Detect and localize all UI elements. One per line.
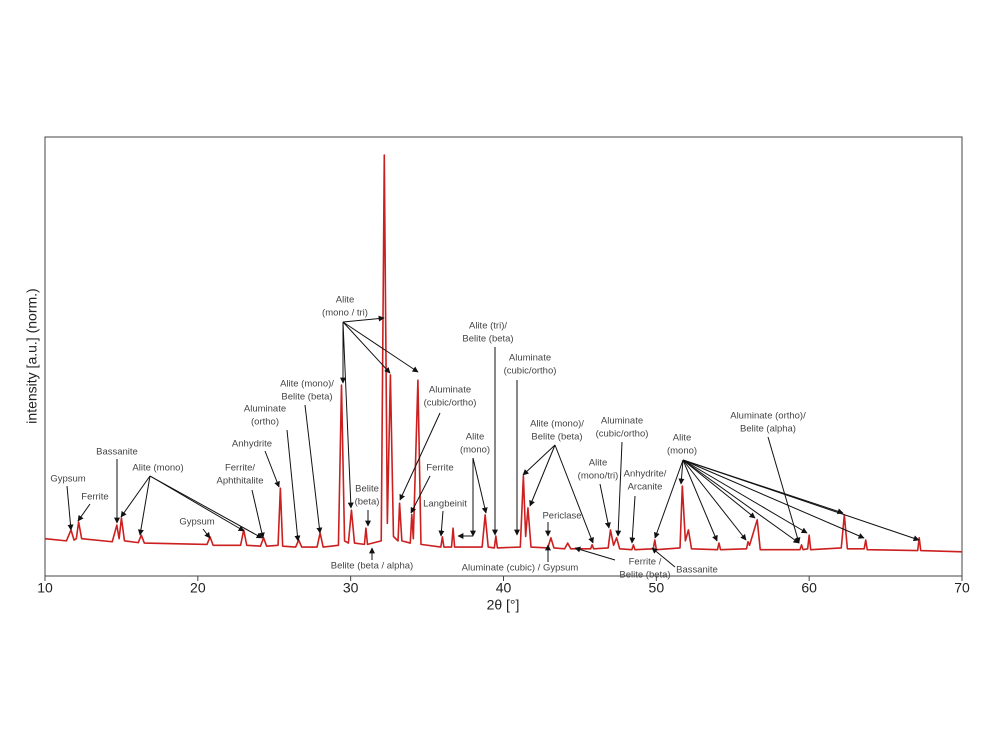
annotation-label: (mono) <box>460 445 490 456</box>
annotation-arrow <box>66 485 74 531</box>
annotation-arrow <box>149 475 263 539</box>
annotation-arrow <box>264 450 280 488</box>
annotation-arrow <box>678 459 685 485</box>
annotation-label: (beta) <box>355 497 380 508</box>
annotation-arrow <box>251 489 265 539</box>
annotation-label: Aphthitalite <box>216 476 263 487</box>
annotation-label: Alite (tri)/ <box>469 321 507 332</box>
annotation-label: Periclase <box>542 511 581 522</box>
annotation-arrow <box>77 503 91 522</box>
annotation-label: (mono) <box>667 446 697 457</box>
annotation-arrow <box>682 459 756 519</box>
x-axis-label: 2θ [°] <box>487 597 520 613</box>
annotation-label: Alite <box>673 433 691 444</box>
annotation-label: Langbeinit <box>423 499 467 510</box>
annotation-label: Aluminate <box>429 385 471 396</box>
annotation-arrow <box>574 546 616 561</box>
annotation-label: Belite (alpha) <box>740 424 796 435</box>
annotation-label: Belite (beta / alpha) <box>331 561 413 572</box>
annotation-label: Anhydrite/ <box>624 469 667 480</box>
annotation-label: Alite <box>336 295 354 306</box>
annotation-label: Ferrite <box>81 492 108 503</box>
plot-frame <box>44 136 963 577</box>
x-tick-label: 70 <box>954 580 970 596</box>
annotation-label: (ortho) <box>251 417 279 428</box>
annotation-label: Ferrite <box>426 463 453 474</box>
annotation-label: Belite (beta) <box>619 570 670 581</box>
annotation-label: (cubic/ortho) <box>596 429 649 440</box>
annotation-arrow <box>615 441 623 537</box>
annotation-arrow <box>286 429 301 542</box>
annotation-label: Alite (mono)/ <box>530 419 584 430</box>
y-axis-label: intensity [a.u.] (norm.) <box>24 288 40 423</box>
annotation-arrow <box>342 321 391 374</box>
annotation-label: Bassanite <box>96 447 138 458</box>
annotation-arrow <box>682 459 920 542</box>
annotation-arrow <box>472 457 488 514</box>
annotation-label: Alite (mono)/ <box>280 379 334 390</box>
annotation-label: Belite (beta) <box>281 392 332 403</box>
annotation-arrow <box>682 459 865 539</box>
annotation-arrow <box>137 475 151 536</box>
annotation-arrow <box>120 475 151 518</box>
annotation-arrow <box>522 444 556 476</box>
annotation-label: (cubic/ortho) <box>424 398 477 409</box>
annotation-label: (mono/tri) <box>578 471 619 482</box>
annotation-arrow <box>342 315 385 323</box>
annotation-label: Aluminate (ortho)/ <box>730 411 806 422</box>
annotation-label: Alite <box>589 458 607 469</box>
annotation-arrow <box>529 444 556 507</box>
annotation-label: Aluminate <box>509 353 551 364</box>
annotation-arrow <box>342 321 354 509</box>
annotation-label: Aluminate (cubic) / Gypsum <box>462 563 579 574</box>
annotation-label: Ferrite / <box>629 557 662 568</box>
annotation-arrow <box>554 444 594 544</box>
x-tick-label: 40 <box>496 580 512 596</box>
annotation-label: Arcanite <box>628 482 663 493</box>
annotation-arrow <box>682 459 718 542</box>
annotation-arrow <box>410 475 431 514</box>
x-tick-label: 20 <box>190 580 206 596</box>
annotation-arrow <box>342 321 419 373</box>
annotation-label: (mono / tri) <box>322 308 368 319</box>
annotation-arrow <box>629 495 636 544</box>
annotation-arrow <box>767 436 801 544</box>
annotation-arrow <box>682 459 800 544</box>
x-tick-label: 10 <box>37 580 53 596</box>
annotation-label: Ferrite/ <box>225 463 255 474</box>
annotation-label: Alite <box>466 432 484 443</box>
annotation-arrow <box>654 459 684 539</box>
annotation-label: Gypsum <box>179 517 214 528</box>
xrd-line <box>44 154 963 553</box>
annotation-label: (cubic/ortho) <box>504 366 557 377</box>
annotation-label: Belite (beta) <box>531 432 582 443</box>
x-tick-label: 50 <box>649 580 665 596</box>
annotation-arrow <box>304 404 323 534</box>
annotation-label: Alite (mono) <box>132 463 183 474</box>
annotation-arrow <box>438 510 445 537</box>
annotation-arrow <box>651 547 676 568</box>
annotation-label: Gypsum <box>50 474 85 485</box>
annotation-arrow <box>399 412 441 501</box>
annotation-label: Aluminate <box>601 416 643 427</box>
annotation-label: Bassanite <box>676 565 718 576</box>
annotation-label: Belite <box>355 484 379 495</box>
annotation-label: Aluminate <box>244 404 286 415</box>
annotation-arrow <box>599 483 611 529</box>
x-tick-label: 60 <box>801 580 817 596</box>
annotation-arrow <box>202 528 211 539</box>
annotation-arrow <box>682 459 808 534</box>
annotation-label: Belite (beta) <box>462 334 513 345</box>
x-tick-label: 30 <box>343 580 359 596</box>
annotation-label: Anhydrite <box>232 439 272 450</box>
annotation-arrow <box>682 459 747 541</box>
